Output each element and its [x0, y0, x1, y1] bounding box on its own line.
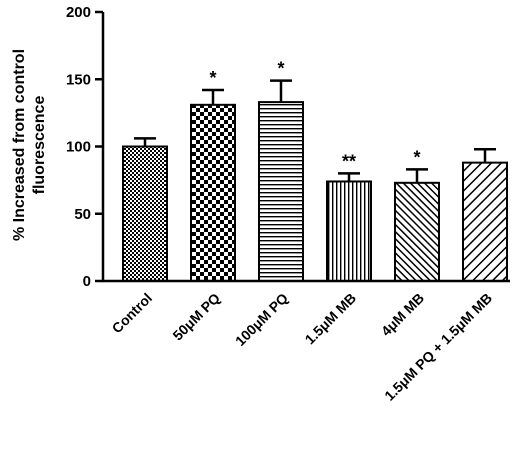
significance-mark: * [277, 59, 284, 79]
significance-mark: ** [342, 151, 356, 171]
y-tick-label: 100 [66, 139, 91, 156]
significance-mark: * [413, 147, 420, 167]
y-tick-label: 200 [66, 4, 91, 21]
y-axis-label: % Increased from control fluorescence [11, 49, 48, 241]
bar [326, 180, 372, 282]
x-category-label: 1.5μM MB [302, 290, 360, 348]
y-tick-label: 50 [74, 206, 91, 223]
bars [122, 101, 508, 283]
significance-mark: * [209, 68, 216, 88]
bar [462, 161, 508, 282]
bar [122, 145, 168, 282]
y-axis-label-line-1: % Increased from control [11, 49, 28, 241]
x-axis-category-labels: Control 50μM PQ 100μM PQ 1.5μM MB 4μM MB1.5μ… [109, 290, 496, 404]
x-category-label: 100μM PQ [232, 290, 291, 349]
y-tick-label: 150 [66, 71, 91, 88]
x-category-label: 4μM MB [378, 290, 427, 339]
bar [190, 103, 236, 283]
y-axis-ticks: 0 50 100 150 200 [66, 4, 103, 290]
y-tick-label: 0 [83, 273, 91, 290]
error-bars [134, 79, 496, 183]
x-category-label: Control [109, 290, 156, 337]
bar [258, 101, 304, 282]
significance-marks: * *** * [209, 59, 420, 172]
y-axis-label-line-2: fluorescence [31, 96, 48, 195]
x-category-label: 50μM PQ [169, 290, 223, 344]
bar [394, 181, 440, 282]
